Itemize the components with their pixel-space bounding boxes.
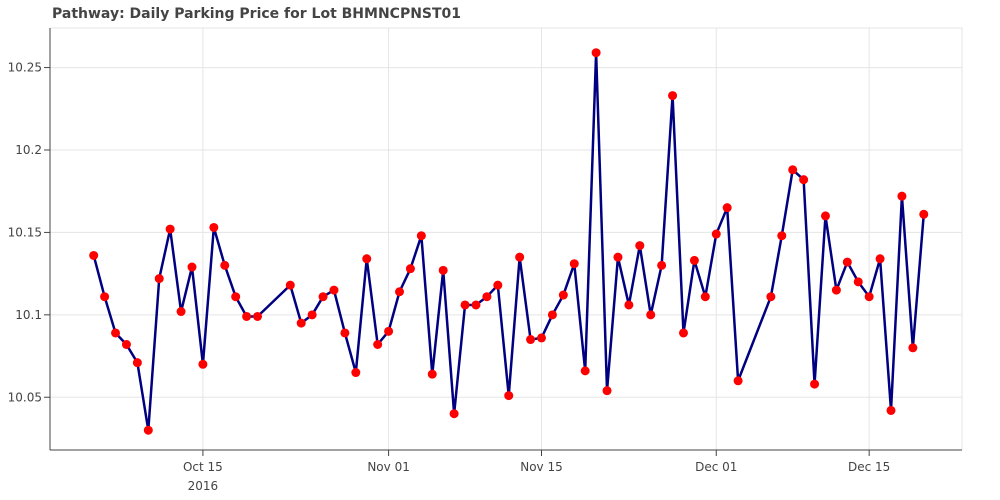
y-tick-label: 10.1 bbox=[15, 308, 42, 322]
data-point bbox=[886, 405, 896, 415]
data-point bbox=[526, 335, 536, 345]
data-point bbox=[788, 165, 798, 175]
data-point bbox=[318, 292, 328, 302]
data-point bbox=[624, 300, 634, 310]
data-point bbox=[405, 264, 415, 274]
data-point bbox=[875, 254, 885, 264]
data-point bbox=[449, 409, 459, 419]
data-point bbox=[176, 307, 186, 317]
data-point bbox=[482, 292, 492, 302]
data-point bbox=[831, 285, 841, 295]
data-point bbox=[722, 203, 732, 213]
y-tick-label: 10.25 bbox=[8, 61, 42, 75]
data-point bbox=[471, 300, 481, 310]
data-point bbox=[897, 191, 907, 201]
data-point bbox=[296, 318, 306, 328]
data-point bbox=[209, 222, 219, 232]
data-point bbox=[427, 369, 437, 379]
data-point bbox=[460, 300, 470, 310]
data-point bbox=[132, 358, 142, 368]
y-tick-label: 10.2 bbox=[15, 143, 42, 157]
data-point bbox=[121, 340, 131, 349]
data-point bbox=[143, 425, 153, 435]
data-point bbox=[864, 292, 874, 302]
data-point bbox=[810, 379, 820, 389]
data-point bbox=[558, 290, 568, 300]
data-point bbox=[678, 328, 688, 338]
data-point bbox=[536, 333, 546, 343]
y-tick-label: 10.15 bbox=[8, 225, 42, 239]
x-tick-label: Oct 15 bbox=[183, 460, 223, 474]
data-point bbox=[395, 287, 405, 297]
data-point bbox=[231, 292, 241, 302]
data-point bbox=[657, 260, 667, 270]
data-point bbox=[384, 326, 394, 336]
data-point bbox=[187, 262, 197, 272]
x-tick-label: Dec 15 bbox=[848, 460, 890, 474]
data-point bbox=[111, 328, 121, 338]
data-point bbox=[242, 311, 252, 321]
data-point bbox=[700, 292, 710, 302]
data-point bbox=[547, 310, 557, 320]
data-point bbox=[165, 224, 175, 234]
data-point bbox=[515, 252, 525, 262]
data-point bbox=[307, 310, 317, 320]
data-point bbox=[842, 257, 852, 267]
data-point bbox=[329, 285, 339, 295]
data-point bbox=[362, 254, 372, 264]
data-point bbox=[908, 343, 918, 353]
data-point bbox=[766, 292, 776, 302]
data-point bbox=[711, 229, 721, 239]
data-point bbox=[635, 241, 645, 251]
x-tick-label: Nov 01 bbox=[367, 460, 410, 474]
data-point bbox=[438, 265, 448, 275]
y-tick-label: 10.05 bbox=[8, 390, 42, 404]
data-point bbox=[89, 250, 99, 260]
data-point bbox=[253, 311, 263, 321]
data-point bbox=[340, 328, 350, 338]
data-point bbox=[668, 91, 678, 101]
x-tick-sublabel: 2016 bbox=[188, 479, 219, 493]
x-tick-label: Dec 01 bbox=[695, 460, 737, 474]
chart-title: Pathway: Daily Parking Price for Lot BHM… bbox=[52, 6, 461, 22]
data-point bbox=[373, 340, 383, 349]
data-point bbox=[799, 175, 809, 185]
x-tick-label: Nov 15 bbox=[520, 460, 563, 474]
data-point bbox=[220, 260, 230, 270]
data-point bbox=[602, 386, 612, 396]
data-point bbox=[100, 292, 110, 302]
data-point bbox=[569, 259, 579, 269]
data-point bbox=[646, 310, 656, 320]
data-point bbox=[416, 231, 426, 241]
data-point bbox=[591, 48, 601, 58]
data-point bbox=[777, 231, 787, 241]
data-point bbox=[919, 209, 929, 219]
data-point bbox=[580, 366, 590, 376]
data-point bbox=[613, 252, 623, 262]
data-point bbox=[493, 280, 503, 290]
data-point bbox=[733, 376, 743, 386]
data-point bbox=[285, 280, 295, 290]
data-point bbox=[351, 368, 361, 378]
data-point bbox=[689, 255, 699, 265]
data-point bbox=[853, 277, 863, 287]
series-line bbox=[92, 51, 926, 432]
data-point bbox=[198, 359, 208, 369]
data-point bbox=[820, 211, 830, 221]
data-point bbox=[154, 274, 164, 284]
data-point bbox=[504, 391, 514, 401]
